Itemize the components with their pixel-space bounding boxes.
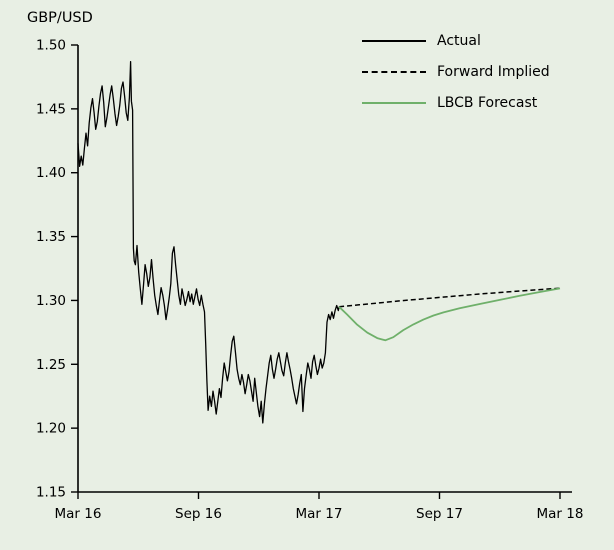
y-tick-label: 1.15 xyxy=(36,485,66,501)
legend-label-forward-implied: Forward Implied xyxy=(437,63,550,80)
forward-implied-line-icon xyxy=(362,70,426,73)
legend-item-forward-implied: Forward Implied xyxy=(362,63,550,80)
chart-title: GBP/USD xyxy=(27,10,93,26)
x-tick-label: Mar 18 xyxy=(537,506,584,522)
legend-label-lbcb-forecast: LBCB Forecast xyxy=(437,94,538,111)
series-actual xyxy=(77,60,340,424)
lbcb-forecast-line-icon xyxy=(362,101,426,104)
series-lbcb-forecast xyxy=(338,287,561,342)
x-tick-label: Sep 16 xyxy=(175,506,222,522)
y-tick-label: 1.35 xyxy=(36,229,66,245)
y-tick-label: 1.50 xyxy=(36,38,66,54)
x-tick-label: Mar 17 xyxy=(296,506,343,522)
y-tick-label: 1.30 xyxy=(36,293,66,309)
legend: Actual Forward Implied LBCB Forecast xyxy=(362,32,550,111)
legend-label-actual: Actual xyxy=(437,32,481,49)
series-forward-implied xyxy=(339,287,561,308)
legend-item-actual: Actual xyxy=(362,32,550,49)
x-tick-label: Mar 16 xyxy=(55,506,102,522)
legend-item-lbcb-forecast: LBCB Forecast xyxy=(362,94,550,111)
y-tick-label: 1.25 xyxy=(36,357,66,373)
actual-line-icon xyxy=(362,39,426,42)
x-tick-label: Sep 17 xyxy=(416,506,463,522)
y-tick-label: 1.45 xyxy=(36,101,66,117)
y-tick-label: 1.20 xyxy=(36,421,66,437)
y-tick-label: 1.40 xyxy=(36,165,66,181)
